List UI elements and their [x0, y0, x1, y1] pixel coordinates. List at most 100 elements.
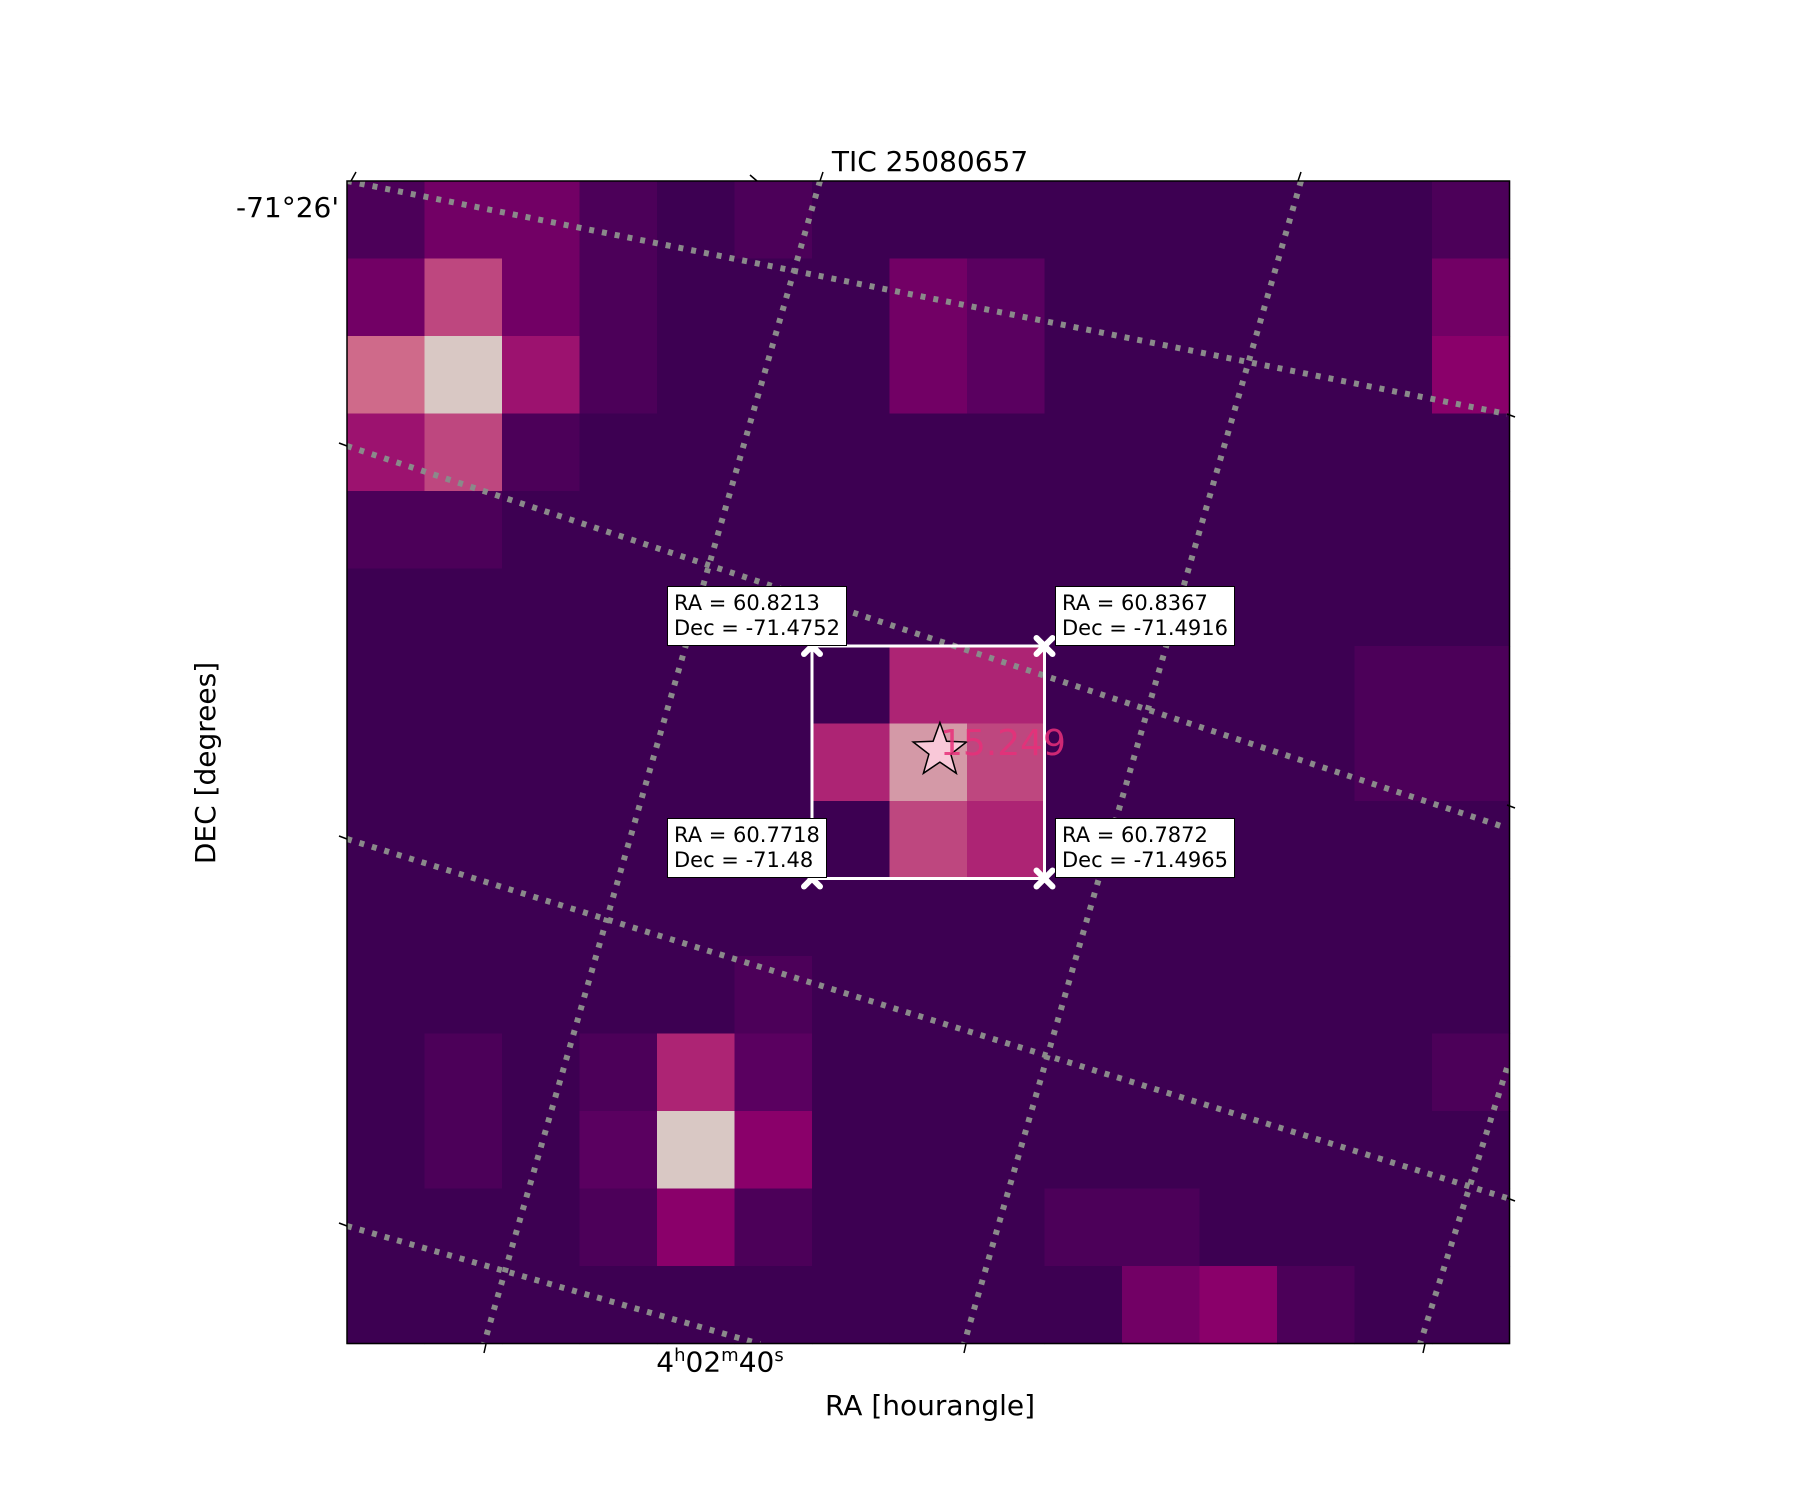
- pixel-cell: [579, 1111, 658, 1190]
- x-tick-mark: [483, 1343, 487, 1354]
- pixel-cell: [889, 1033, 968, 1112]
- pixel-cell: [502, 646, 581, 725]
- pixel-cell: [812, 336, 891, 415]
- pixel-cell: [967, 1188, 1046, 1267]
- pixel-cell: [1432, 646, 1511, 725]
- pixel-cell: [424, 491, 503, 570]
- pixel-cell: [812, 956, 891, 1035]
- pixel-cell: [1122, 1033, 1201, 1112]
- pixel-cell: [347, 568, 426, 647]
- pixel-cell: [1354, 956, 1433, 1035]
- pixel-cell: [1354, 1266, 1433, 1345]
- y-tick-mark: [1506, 1197, 1516, 1202]
- pixel-cell: [812, 723, 891, 802]
- pixel-cell: [657, 723, 736, 802]
- pixel-cell: [812, 646, 891, 725]
- pixel-cell: [1277, 878, 1356, 957]
- pixel-cell: [967, 568, 1046, 647]
- pixel-cell: [734, 1033, 813, 1112]
- pixel-cell: [889, 413, 968, 492]
- pixel-cell: [1277, 956, 1356, 1035]
- pixel-cell: [1199, 956, 1278, 1035]
- pixel-cell: [1199, 258, 1278, 337]
- pixel-cell: [1354, 1111, 1433, 1190]
- pixel-cell: [734, 413, 813, 492]
- pixel-cell: [424, 1188, 503, 1267]
- pixel-cell: [579, 1188, 658, 1267]
- pixel-cell: [657, 1033, 736, 1112]
- pixel-cell: [1354, 1033, 1433, 1112]
- pixel-cell: [579, 181, 658, 260]
- pixel-cell: [812, 413, 891, 492]
- pixel-cell: [424, 723, 503, 802]
- pixel-cell: [812, 181, 891, 260]
- pixel-cell: [889, 1111, 968, 1190]
- pixel-cell: [1199, 336, 1278, 415]
- pixel-cell: [889, 878, 968, 957]
- pixel-cell: [502, 801, 581, 880]
- pixel-cell: [1432, 1266, 1511, 1345]
- pixel-cell: [1199, 1188, 1278, 1267]
- coordinate-grid: [346, 180, 1511, 1345]
- corner-annotation-bottom-right: RA = 60.7872 Dec = -71.4965: [1055, 818, 1236, 878]
- pixel-cell: [1277, 723, 1356, 802]
- pixel-cell: [1199, 1111, 1278, 1190]
- pixel-cell: [579, 878, 658, 957]
- target-magnitude-label: 15.249: [940, 723, 1066, 764]
- pixel-cell: [579, 1033, 658, 1112]
- pixel-cell: [967, 956, 1046, 1035]
- pixel-cell: [424, 646, 503, 725]
- pixel-cell: [734, 956, 813, 1035]
- pixel-cell: [579, 646, 658, 725]
- pixel-cell: [1044, 1266, 1123, 1345]
- pixel-cell: [657, 1266, 736, 1345]
- pixel-cell: [502, 1266, 581, 1345]
- corner-annotation-top-right: RA = 60.8367 Dec = -71.4916: [1055, 586, 1236, 646]
- x-tick-mark: [1297, 171, 1302, 182]
- pixel-cell: [1277, 801, 1356, 880]
- pixel-cell: [1044, 1188, 1123, 1267]
- pixel-cell: [889, 646, 968, 725]
- pixel-cell: [1432, 258, 1511, 337]
- pixel-cell: [1432, 1033, 1511, 1112]
- pixel-cell: [1044, 1111, 1123, 1190]
- pixel-cell: [889, 336, 968, 415]
- pixel-cell: [347, 258, 426, 337]
- pixel-cell: [502, 258, 581, 337]
- pixel-cell: [424, 568, 503, 647]
- pixel-cell: [1354, 413, 1433, 492]
- pixel-cell: [1199, 491, 1278, 570]
- pixel-cell: [424, 956, 503, 1035]
- x-tick-minutes: 02: [685, 1345, 722, 1379]
- target-layer: [911, 720, 969, 776]
- pixel-cell: [967, 801, 1046, 880]
- pixel-cell: [347, 491, 426, 570]
- y-tick-label: -71°26': [236, 191, 340, 224]
- pixel-cell: [1122, 956, 1201, 1035]
- pixel-cell: [812, 491, 891, 570]
- pixel-cell: [1432, 723, 1511, 802]
- pixel-cell: [1122, 723, 1201, 802]
- pixel-cell: [502, 1188, 581, 1267]
- pixel-cell: [734, 1188, 813, 1267]
- pixel-cell: [347, 1111, 426, 1190]
- pixel-cell: [1044, 258, 1123, 337]
- pixel-cell: [657, 413, 736, 492]
- pixel-cell: [967, 258, 1046, 337]
- pixel-cell: [1122, 491, 1201, 570]
- pixel-cell: [657, 258, 736, 337]
- pixel-cell: [347, 878, 426, 957]
- corner-annotation-bottom-left: RA = 60.7718 Dec = -71.48: [667, 818, 827, 878]
- pixel-cell: [889, 1266, 968, 1345]
- pixel-cell: [347, 336, 426, 415]
- pixel-cell: [347, 1188, 426, 1267]
- pixel-cell: [502, 1111, 581, 1190]
- x-tick-hours: 4: [656, 1345, 675, 1379]
- pixel-cell: [347, 1266, 426, 1345]
- pixel-cell: [734, 1266, 813, 1345]
- pixel-cell: [1432, 801, 1511, 880]
- pixel-cell: [1277, 258, 1356, 337]
- pixel-cell: [1199, 1033, 1278, 1112]
- pixel-cell: [579, 336, 658, 415]
